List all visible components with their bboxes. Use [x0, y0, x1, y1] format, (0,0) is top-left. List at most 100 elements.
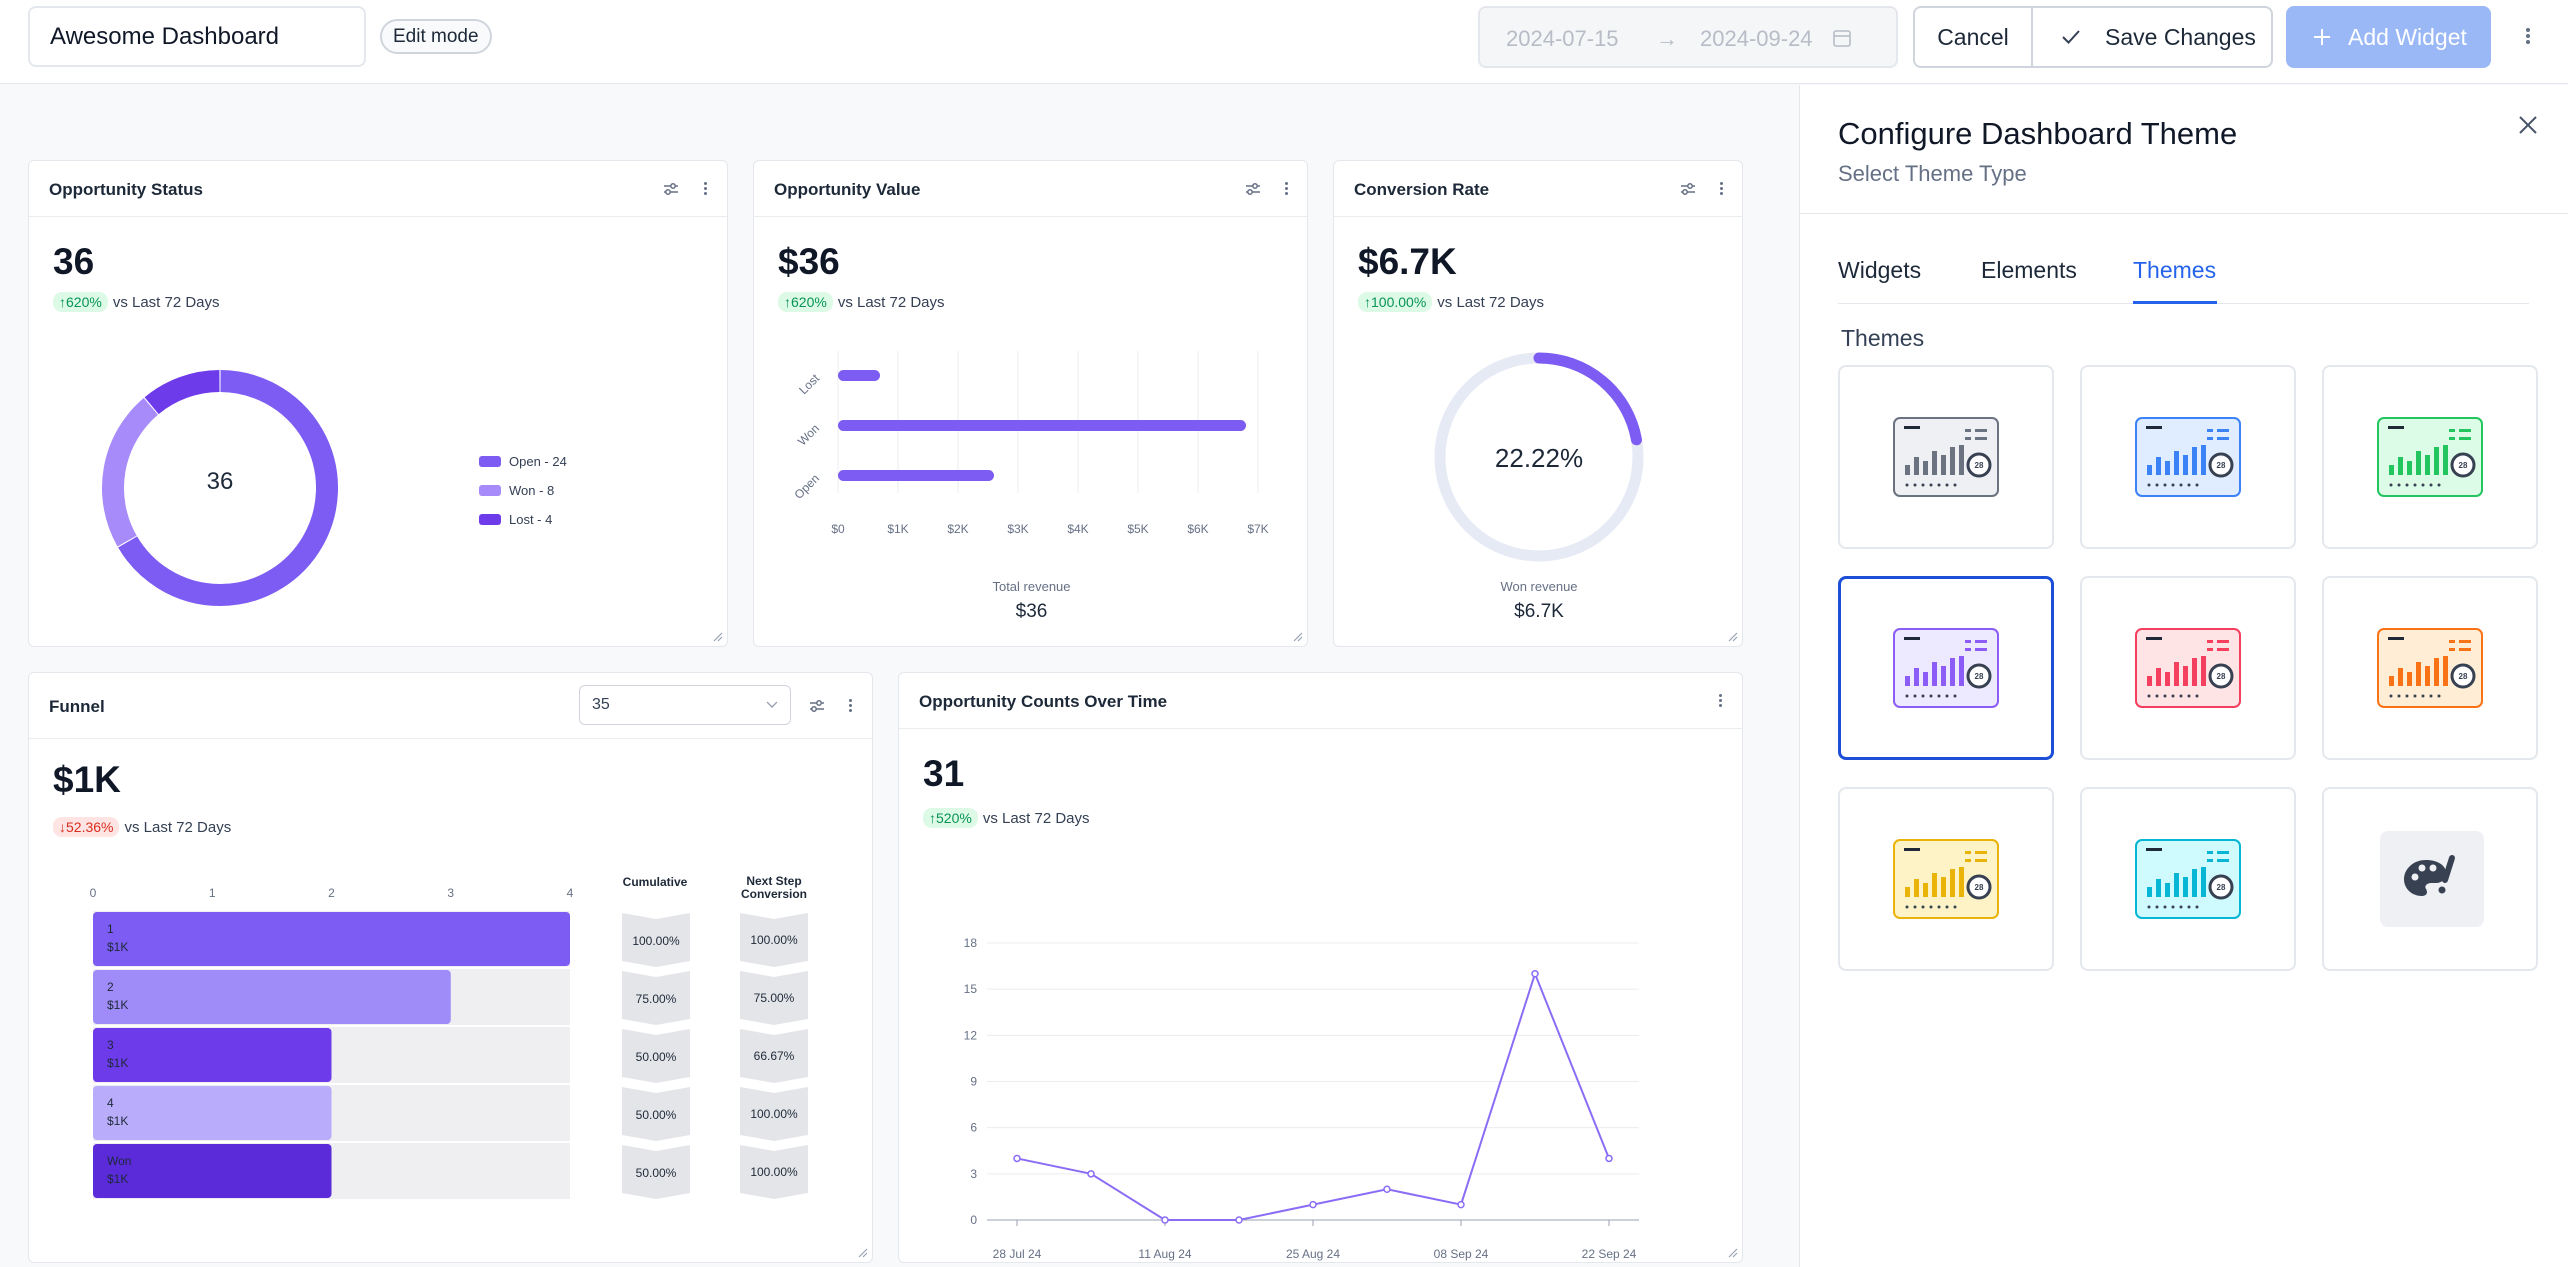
settings-sliders-icon[interactable]: [663, 182, 679, 196]
gauge-fill: [1533, 352, 1642, 446]
legend-item: Won - 8: [479, 476, 567, 505]
widget-title: Funnel: [49, 697, 105, 716]
x-tick-label: 11 Aug 24: [1138, 1247, 1191, 1261]
cumulative-chevron: [622, 1145, 690, 1199]
theme-option-yellow[interactable]: 28: [1838, 787, 2054, 971]
widget-menu-icon[interactable]: [1711, 180, 1731, 197]
add-widget-button[interactable]: Add Widget: [2286, 6, 2491, 68]
legend-label: Lost - 4: [509, 512, 553, 527]
cumulative-chevron: [622, 1029, 690, 1083]
funnel-stage-value: $1K: [107, 1172, 128, 1186]
widget-menu-icon[interactable]: [840, 697, 860, 714]
settings-sliders-icon[interactable]: [1680, 182, 1696, 196]
widget-menu-icon[interactable]: [1710, 692, 1730, 709]
svg-text:28: 28: [2459, 461, 2468, 470]
funnel-bar-4: [93, 1086, 332, 1140]
calendar-icon: [1833, 30, 1851, 47]
conversion-value: 100.00%: [750, 1165, 798, 1179]
conversion-value: 75.00%: [754, 991, 795, 1005]
svg-text:28: 28: [2217, 461, 2226, 470]
theme-option-purple[interactable]: 28: [1838, 576, 2054, 760]
theme-option-pink[interactable]: 28: [2080, 576, 2296, 760]
metric-value: 31: [923, 753, 965, 794]
widget-menu-icon[interactable]: [1276, 180, 1296, 197]
metric-delta: ↑520% vs Last 72 Days: [923, 808, 1090, 828]
x-tick-label: 28 Jul 24: [993, 1247, 1042, 1261]
y-tick-label: 6: [970, 1121, 977, 1135]
funnel-select[interactable]: 35: [579, 685, 791, 725]
themes-section-label: Themes: [1841, 325, 1925, 351]
theme-preview-icon: 28: [1893, 417, 1999, 497]
resize-handle-icon[interactable]: [1726, 1246, 1738, 1258]
metric-delta: ↓52.36% vs Last 72 Days: [53, 817, 231, 837]
save-changes-button[interactable]: Save Changes: [2035, 8, 2271, 66]
data-point: [1309, 1200, 1317, 1209]
theme-option-custom[interactable]: [2322, 787, 2538, 971]
tab-widgets[interactable]: Widgets: [1838, 257, 1922, 283]
settings-sliders-icon[interactable]: [1245, 182, 1261, 196]
delta-badge: ↑520%: [923, 808, 978, 828]
chevron-down-icon: [766, 701, 778, 708]
dashboard-name-input[interactable]: Awesome Dashboard: [28, 6, 366, 67]
theme-option-orange[interactable]: 28: [2322, 576, 2538, 760]
x-tick-label: 0: [90, 886, 97, 900]
data-point: [1087, 1170, 1095, 1178]
tab-elements[interactable]: Elements: [1981, 257, 2077, 283]
metric-value: $36: [778, 241, 840, 282]
theme-option-green[interactable]: 28: [2322, 365, 2538, 549]
cumulative-value: 100.00%: [632, 934, 680, 948]
delta-badge: ↑620%: [53, 292, 108, 312]
date-end[interactable]: 2024-09-24: [1700, 26, 1813, 51]
opportunity-value-widget: Opportunity Value $36 ↑620% vs Last 72 Da…: [753, 160, 1308, 647]
delta-badge: ↑100.00%: [1358, 292, 1433, 312]
widget-title: Opportunity Counts Over Time: [919, 692, 1168, 711]
data-point: [1013, 1154, 1021, 1163]
funnel-bar-1: [93, 912, 570, 966]
funnel-stage-value: $1K: [107, 998, 128, 1012]
tab-themes[interactable]: Themes: [2133, 257, 2217, 283]
funnel-bar-2: [93, 970, 451, 1024]
theme-option-cyan[interactable]: 28: [2080, 787, 2296, 971]
date-start[interactable]: 2024-07-15: [1506, 26, 1619, 51]
delta-caption: vs Last 72 Days: [982, 810, 1090, 827]
chart-x-label: Won revenue: [1500, 579, 1578, 594]
svg-text:28: 28: [2217, 672, 2226, 681]
metric-value: $1K: [53, 759, 121, 800]
widget-title: Opportunity Status: [49, 180, 203, 199]
x-tick-label: $5K: [1127, 522, 1148, 536]
metric-delta: ↑100.00% vs Last 72 Days: [1358, 292, 1544, 312]
metric-delta: ↑620% vs Last 72 Days: [778, 292, 945, 312]
widget-header: Conversion Rate: [1334, 161, 1742, 217]
theme-option-gray[interactable]: 28: [1838, 365, 2054, 549]
settings-sliders-icon[interactable]: [809, 699, 825, 713]
resize-handle-icon[interactable]: [711, 630, 723, 642]
cumulative-value: 75.00%: [636, 992, 677, 1006]
conversion-value: 100.00%: [750, 933, 798, 947]
widget-menu-icon[interactable]: [695, 180, 715, 197]
panel-subtitle: Select Theme Type: [1838, 161, 2027, 186]
close-icon[interactable]: [2517, 114, 2539, 136]
y-tick-label: 12: [964, 1028, 978, 1042]
resize-handle-icon[interactable]: [1726, 630, 1738, 642]
data-point: [1235, 1216, 1243, 1224]
svg-text:28: 28: [1975, 672, 1984, 681]
resize-handle-icon[interactable]: [1291, 630, 1303, 642]
date-range-picker[interactable]: 2024-07-15 → 2024-09-24: [1478, 6, 1898, 68]
x-tick-label: 3: [447, 886, 454, 900]
data-point: [1605, 1154, 1613, 1163]
metric-delta: ↑620% vs Last 72 Days: [53, 292, 220, 312]
x-tick-label: 22 Sep 24: [1582, 1247, 1637, 1261]
widget-header: Opportunity Counts Over Time: [899, 673, 1742, 729]
x-tick-label: $1K: [887, 522, 908, 536]
x-tick-label: 25 Aug 24: [1286, 1247, 1340, 1261]
resize-handle-icon[interactable]: [856, 1246, 868, 1258]
theme-option-blue[interactable]: 28: [2080, 365, 2296, 549]
more-menu-icon[interactable]: [2518, 26, 2538, 46]
metric-value: 36: [53, 241, 95, 282]
cancel-button[interactable]: Cancel: [1915, 8, 2033, 66]
delta-caption: vs Last 72 Days: [112, 294, 220, 311]
donut-slice-lost: [144, 370, 220, 415]
delta-caption: vs Last 72 Days: [837, 294, 945, 311]
legend-item: Open - 24: [479, 447, 567, 476]
delta-caption: vs Last 72 Days: [1437, 294, 1544, 311]
